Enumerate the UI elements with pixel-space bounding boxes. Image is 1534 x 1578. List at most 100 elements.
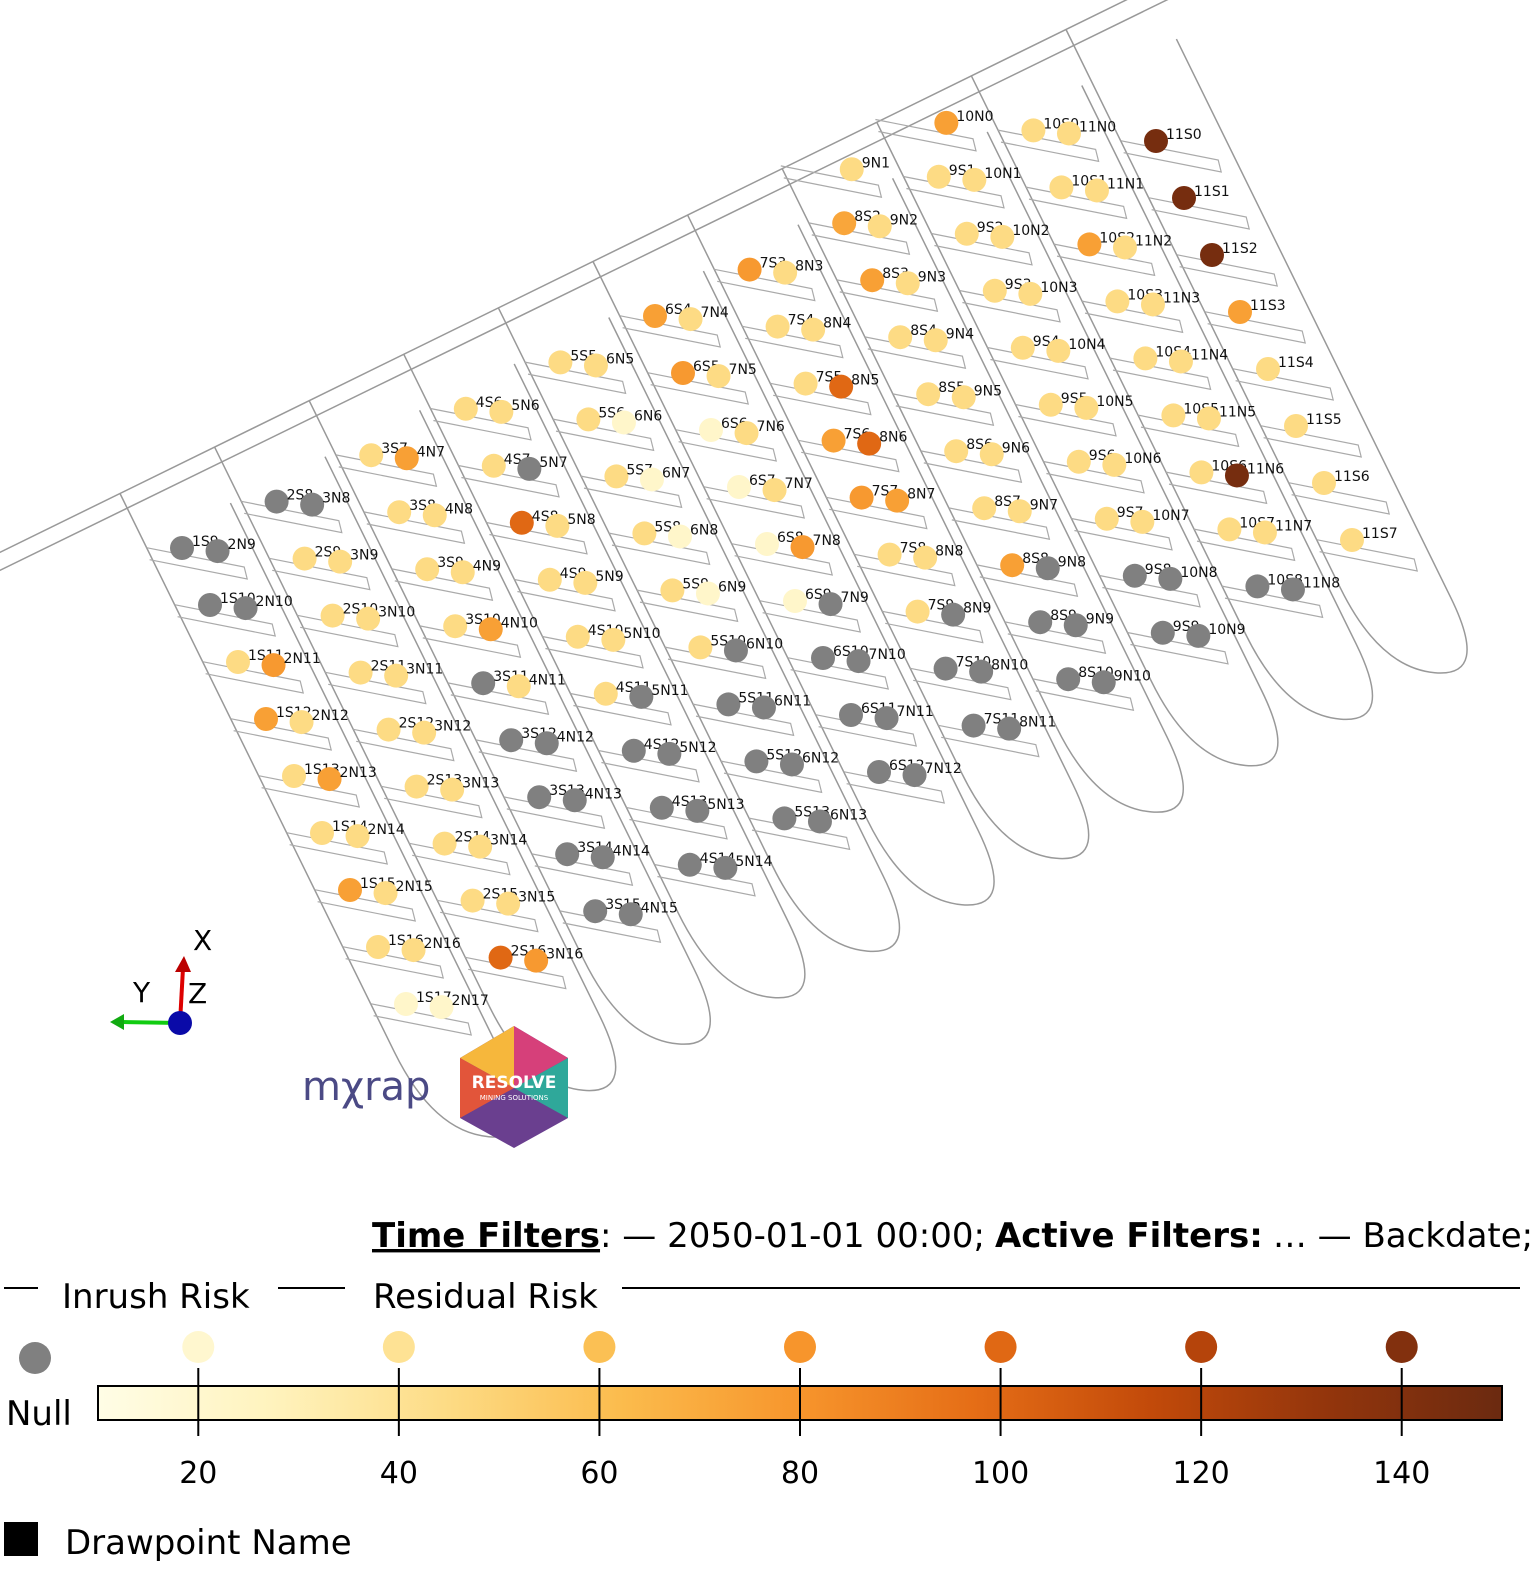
drift (241, 500, 343, 534)
drawpoint (790, 535, 815, 560)
drawpoint (1144, 129, 1168, 153)
drift (1193, 528, 1296, 562)
drawpoint-label: 8N4 (823, 316, 851, 332)
drawpoint (1007, 499, 1032, 524)
drift (552, 418, 655, 452)
drawpoint (1112, 235, 1137, 260)
drawpoint (488, 945, 513, 970)
drawpoint (548, 350, 573, 375)
drawpoint-label: 11S2 (1222, 241, 1258, 257)
drawpoint-label: 11S1 (1194, 184, 1230, 200)
drawpoint (706, 364, 731, 389)
drawpoint (905, 599, 930, 624)
drawpoint-label: 9N2 (890, 212, 918, 228)
drawpoint (621, 738, 646, 763)
drift (1099, 574, 1201, 608)
drift (1120, 140, 1223, 173)
drift (1137, 414, 1240, 448)
drift (1081, 300, 1184, 334)
drawpoint (1284, 414, 1308, 438)
drift (1004, 621, 1107, 654)
drawpoint-label: 8N9 (963, 601, 991, 617)
drift (798, 439, 900, 473)
drawpoint (1074, 395, 1099, 420)
drawpoint (1028, 610, 1053, 635)
drawpoint (394, 992, 418, 1016)
drawpoint (573, 570, 598, 595)
drawpoint-label: 11N4 (1191, 347, 1228, 363)
drawpoint (926, 164, 951, 189)
drawpoint-label: 3N10 (378, 605, 415, 621)
drawpoint-label: 3N12 (434, 719, 471, 735)
drift (864, 336, 967, 369)
drawpoint (233, 596, 258, 621)
drawpoint (913, 545, 938, 570)
drawpoint (801, 317, 826, 342)
drawpoint (751, 695, 776, 720)
drawpoint-label: 6N13 (830, 807, 867, 823)
drift (430, 407, 532, 441)
drawpoint-label: 4N11 (529, 672, 566, 688)
x-label: X (193, 924, 212, 957)
drawpoint (1105, 289, 1130, 314)
drawpoint (401, 938, 426, 963)
drawpoint (170, 536, 194, 560)
drawpoint (832, 211, 857, 236)
drawpoint (460, 888, 485, 913)
drawpoint (902, 763, 927, 788)
legend-swatch (784, 1331, 816, 1363)
drawpoint (394, 446, 419, 471)
drawpoint-label: 2N9 (228, 537, 256, 553)
drawpoint (373, 881, 398, 906)
drawpoint (562, 788, 587, 813)
tick-label: 40 (380, 1456, 418, 1491)
time-filter: : — 2050-01-01 00:00; (600, 1216, 985, 1256)
drawpoint-label: 2N13 (340, 765, 377, 781)
drift (230, 718, 333, 751)
active-filter: … — Backdate; (1273, 1216, 1533, 1256)
drawpoint (716, 692, 741, 717)
drawpoint (972, 496, 997, 521)
hex-part (514, 1058, 568, 1118)
drawpoint (618, 902, 643, 927)
time-filter-label: Time Filters (372, 1216, 600, 1256)
drawpoint (979, 442, 1004, 467)
drawpoint (1161, 403, 1186, 428)
drift (931, 232, 1033, 266)
drawpoint (1035, 556, 1060, 581)
drawpoint-label: 5N14 (735, 854, 772, 870)
drift (647, 372, 750, 405)
panel-outline (308, 400, 712, 1045)
drift (409, 842, 511, 876)
drift (1127, 631, 1229, 665)
drawpoint (1168, 349, 1193, 374)
drawpoint (671, 361, 695, 385)
drift (542, 635, 644, 669)
drift (714, 268, 816, 302)
drawpoint (264, 489, 289, 514)
drawpoint (807, 809, 832, 834)
drift (987, 346, 1089, 380)
drift (703, 486, 806, 519)
drawpoint-label: 10N3 (1040, 280, 1077, 296)
drawpoint (961, 713, 986, 738)
drift (486, 521, 588, 555)
drawpoint (779, 752, 804, 777)
drawpoint-label: 8N11 (1019, 715, 1056, 731)
panel-outline (876, 121, 1279, 767)
drift (976, 564, 1079, 597)
drift (1053, 243, 1156, 277)
drawpoint (888, 325, 913, 350)
legend-swatch (1385, 1331, 1418, 1363)
drawpoint (793, 371, 818, 396)
drawpoint (632, 521, 657, 546)
drawpoint-label: 11S6 (1334, 469, 1370, 485)
drawpoint-label: 3N9 (350, 548, 378, 564)
drawpoint (1158, 566, 1183, 591)
drift (1316, 539, 1419, 572)
drawpoint (1140, 292, 1165, 317)
drawpoint (198, 593, 222, 617)
drawpoint (1038, 392, 1063, 417)
drawpoint (1010, 335, 1035, 360)
drawpoint (412, 720, 437, 745)
